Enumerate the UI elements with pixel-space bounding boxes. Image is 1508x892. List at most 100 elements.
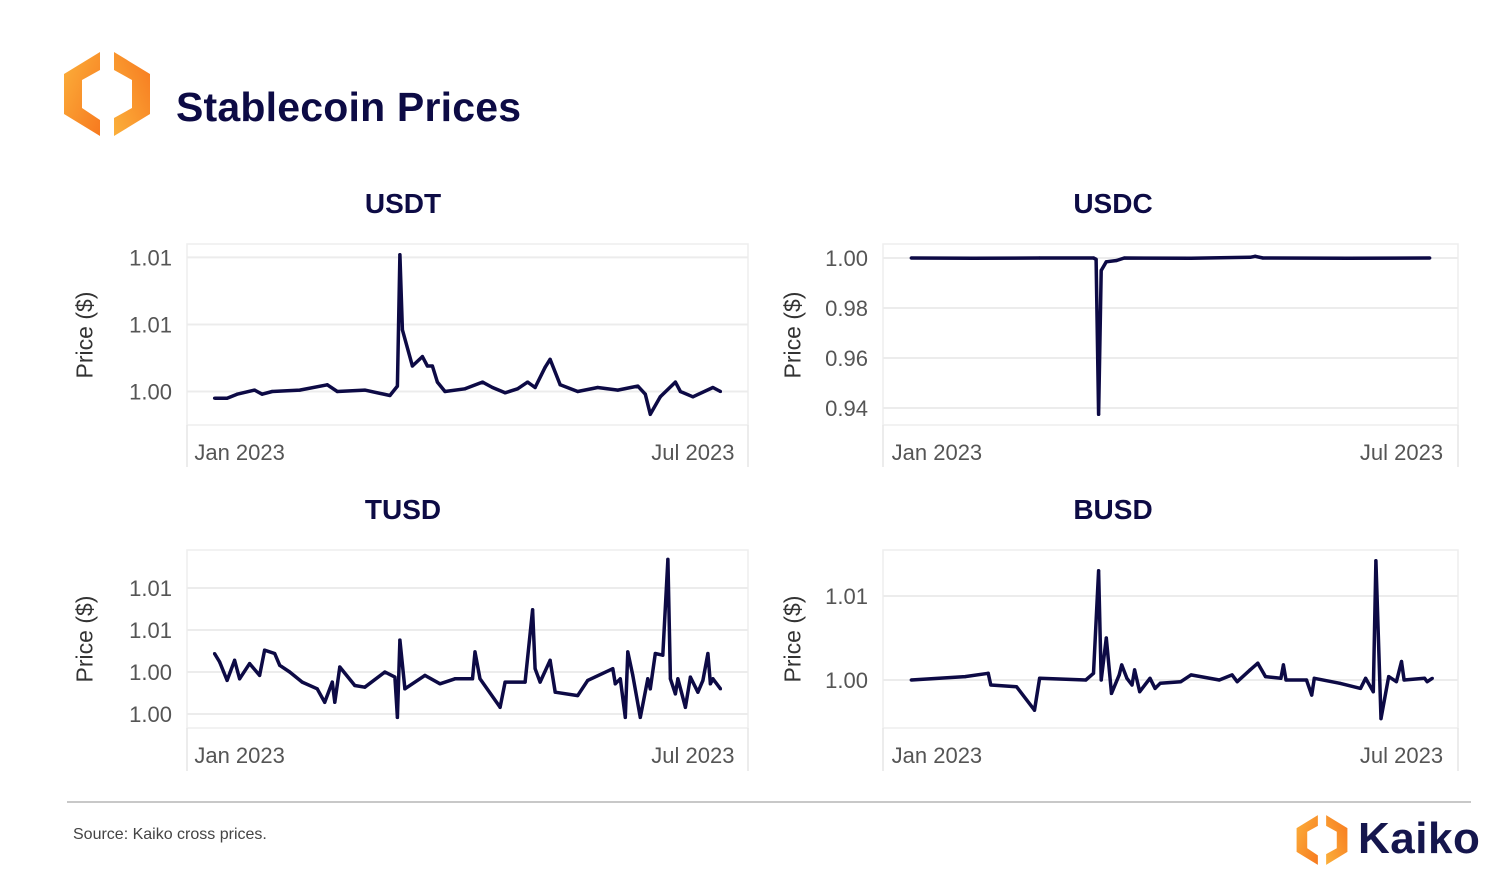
data-point — [1363, 676, 1368, 680]
data-point — [1091, 671, 1096, 675]
data-point — [515, 387, 520, 391]
chart-title: USDC — [1073, 188, 1153, 219]
data-point — [531, 608, 535, 612]
price-line — [214, 252, 722, 417]
data-point — [526, 380, 530, 384]
data-point — [548, 357, 552, 361]
plot-area — [186, 549, 749, 729]
data-point — [1256, 661, 1260, 665]
data-point — [673, 380, 677, 384]
data-point — [666, 557, 670, 562]
data-point — [383, 670, 387, 674]
data-point — [212, 651, 217, 656]
data-point — [631, 673, 635, 677]
data-point — [443, 389, 447, 394]
x-tick-label: Jan 2023 — [194, 440, 285, 465]
price-line — [911, 254, 1430, 417]
y-tick-label: 1.00 — [129, 660, 172, 685]
data-point — [683, 705, 687, 709]
data-point — [1312, 676, 1316, 680]
data-point — [1097, 412, 1101, 416]
data-point — [646, 677, 650, 681]
data-point — [691, 395, 695, 399]
data-point — [315, 687, 319, 691]
data-point — [253, 388, 257, 392]
data-point — [1346, 256, 1350, 260]
plot-area — [882, 243, 1459, 426]
data-point — [1094, 257, 1098, 261]
data-point — [425, 364, 430, 368]
y-tick-label: 0.94 — [825, 396, 868, 421]
data-point — [711, 677, 715, 681]
data-point — [718, 687, 723, 691]
data-point — [638, 715, 642, 720]
data-point — [480, 380, 485, 384]
data-point — [353, 683, 357, 688]
data-point — [1032, 708, 1037, 712]
data-point — [1248, 668, 1252, 672]
y-axis-label: Price ($) — [71, 291, 98, 378]
data-point — [338, 665, 342, 669]
data-point — [503, 391, 507, 395]
data-point — [420, 355, 425, 359]
data-point — [393, 675, 397, 679]
data-point — [363, 685, 367, 689]
data-point — [470, 677, 475, 681]
x-tick-label: Jul 2023 — [651, 743, 734, 768]
x-tick-label: Jan 2023 — [892, 440, 983, 465]
data-point — [1394, 680, 1398, 684]
data-point — [1284, 678, 1288, 682]
data-point — [478, 677, 482, 681]
data-point — [1253, 254, 1257, 258]
data-point — [498, 705, 502, 709]
data-point — [543, 365, 547, 369]
chart-usdt: 1.00 1.01 1.01 Jan 2023 Jul 2023 — [129, 243, 749, 467]
data-point — [548, 658, 552, 662]
data-point — [325, 383, 329, 387]
data-point — [1423, 676, 1427, 680]
data-point — [1217, 678, 1221, 682]
data-point — [1148, 676, 1152, 680]
data-point — [989, 683, 993, 687]
data-point — [278, 663, 282, 667]
data-point — [1402, 678, 1406, 682]
data-point — [1120, 663, 1124, 667]
data-point — [212, 396, 217, 400]
data-point — [576, 693, 580, 698]
data-point — [273, 651, 277, 656]
data-point — [586, 678, 590, 683]
data-point — [1281, 663, 1286, 667]
data-point — [596, 385, 600, 390]
data-point — [435, 380, 440, 384]
y-tick-label: 0.98 — [825, 296, 868, 321]
data-point — [1014, 685, 1019, 689]
data-point — [1117, 673, 1121, 677]
data-point — [636, 384, 640, 388]
y-tick-label: 1.00 — [129, 379, 172, 404]
data-point — [1138, 690, 1142, 694]
data-point — [438, 682, 442, 686]
data-point — [410, 364, 415, 368]
data-point — [658, 395, 662, 399]
data-point — [323, 700, 327, 704]
data-point — [711, 385, 715, 390]
data-point — [533, 385, 537, 390]
data-point — [463, 387, 467, 391]
data-point — [1125, 676, 1129, 680]
chart-title: TUSD — [364, 494, 442, 525]
data-point — [909, 256, 913, 260]
data-point — [576, 389, 580, 394]
data-point — [611, 667, 615, 671]
data-point — [423, 673, 427, 677]
data-point — [235, 392, 239, 396]
data-point — [558, 383, 562, 387]
footer-divider — [67, 801, 1471, 803]
data-point — [1084, 678, 1088, 682]
data-point — [1104, 260, 1108, 264]
price-line — [213, 557, 722, 720]
data-point — [270, 389, 274, 394]
data-point — [388, 393, 392, 398]
data-point — [260, 392, 264, 396]
data-point — [986, 671, 990, 675]
